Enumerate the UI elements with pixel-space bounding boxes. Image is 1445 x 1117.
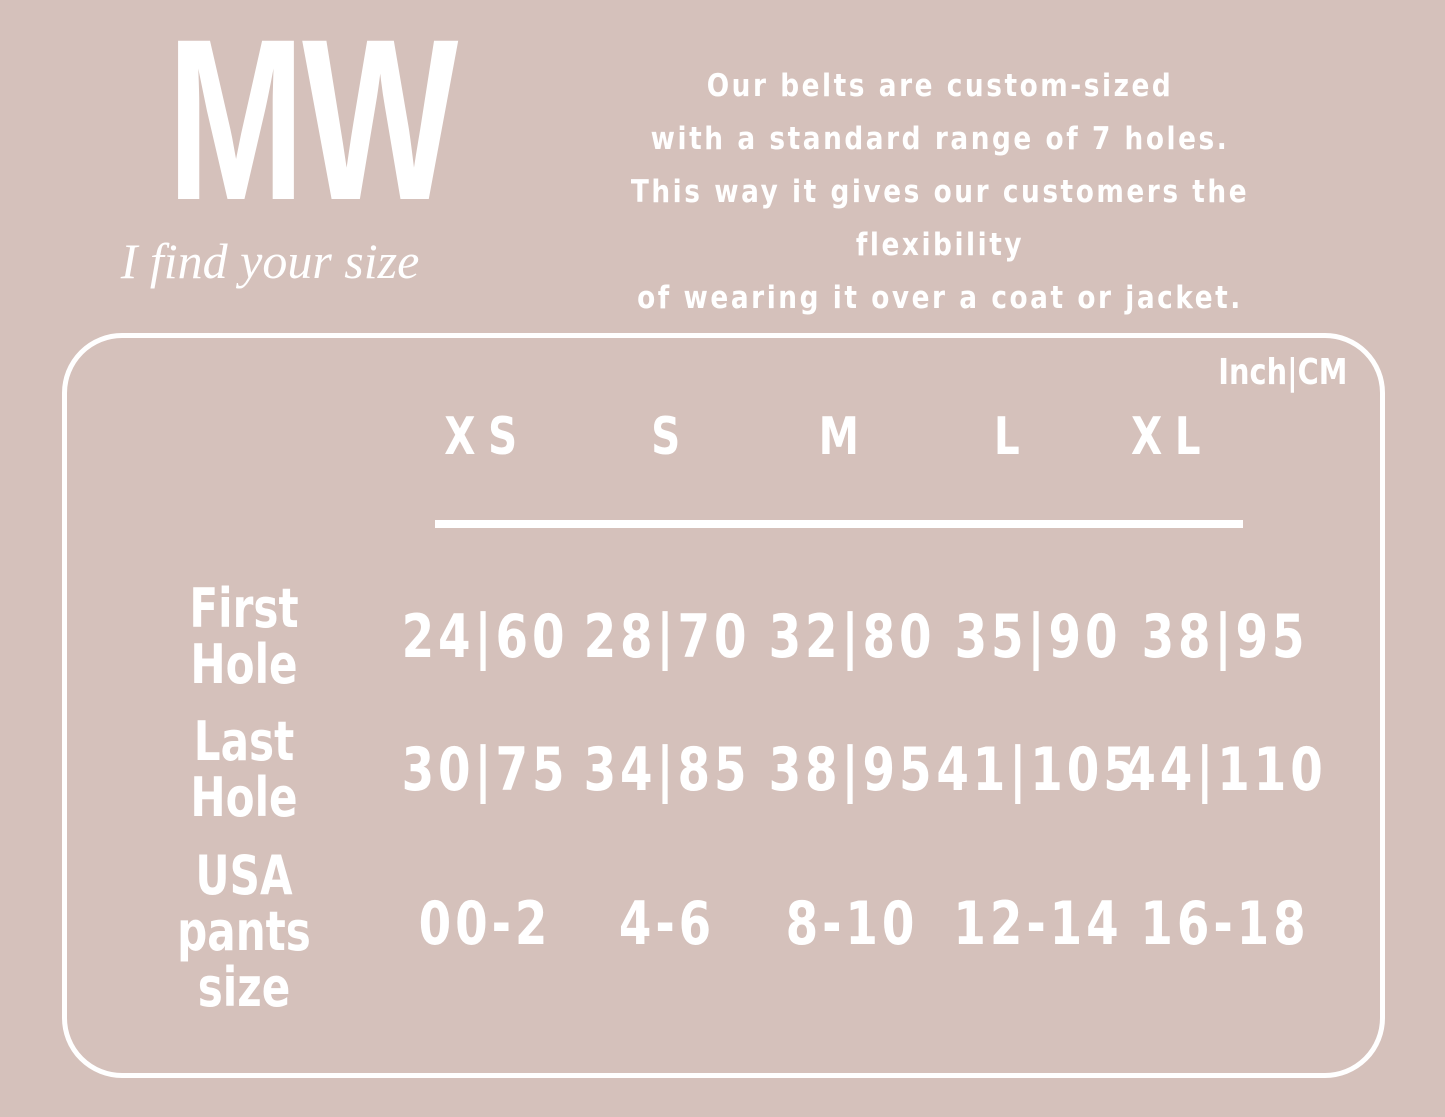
- column-header: L: [993, 407, 1033, 467]
- cell-value: 12-14: [953, 889, 1123, 959]
- column-header: XL: [1130, 407, 1214, 467]
- row-label: First Hole: [189, 577, 299, 696]
- cell-value: 32|80: [768, 602, 936, 672]
- cell-value: 44|110: [1123, 735, 1327, 805]
- description-line: This way it gives our customers the flex…: [630, 174, 1250, 263]
- column-header: S: [651, 407, 693, 467]
- header-rule: [435, 520, 1243, 528]
- unit-label: Inch|CM: [1217, 352, 1347, 393]
- column-header: M: [818, 407, 872, 467]
- description-line: of wearing it over a coat or jacket.: [637, 280, 1243, 316]
- cell-value: 35|90: [954, 602, 1122, 672]
- cell-value: 34|85: [583, 735, 751, 805]
- cell-value: 38|95: [1141, 602, 1309, 672]
- cell-value: 24|60: [401, 602, 569, 672]
- logo: MW: [167, 0, 458, 248]
- table-frame: [62, 333, 1385, 1078]
- cell-value: 41|105: [936, 735, 1140, 805]
- row-label: Last Hole: [190, 710, 298, 829]
- cell-value: 30|75: [401, 735, 569, 805]
- cell-value: 00-2: [418, 889, 552, 959]
- cell-value: 4-6: [618, 889, 716, 959]
- description-line: with a standard range of 7 holes.: [650, 121, 1230, 157]
- row-label: USA pants size: [177, 844, 311, 1019]
- cell-value: 38|95: [768, 735, 936, 805]
- column-header: XS: [444, 407, 530, 467]
- cell-value: 16-18: [1140, 889, 1310, 959]
- cell-value: 8-10: [785, 889, 919, 959]
- tagline: I find your size: [120, 233, 420, 289]
- cell-value: 28|70: [583, 602, 751, 672]
- description-line: Our belts are custom-sized: [706, 68, 1174, 104]
- description: Our belts are custom-sized with a standar…: [500, 60, 1380, 325]
